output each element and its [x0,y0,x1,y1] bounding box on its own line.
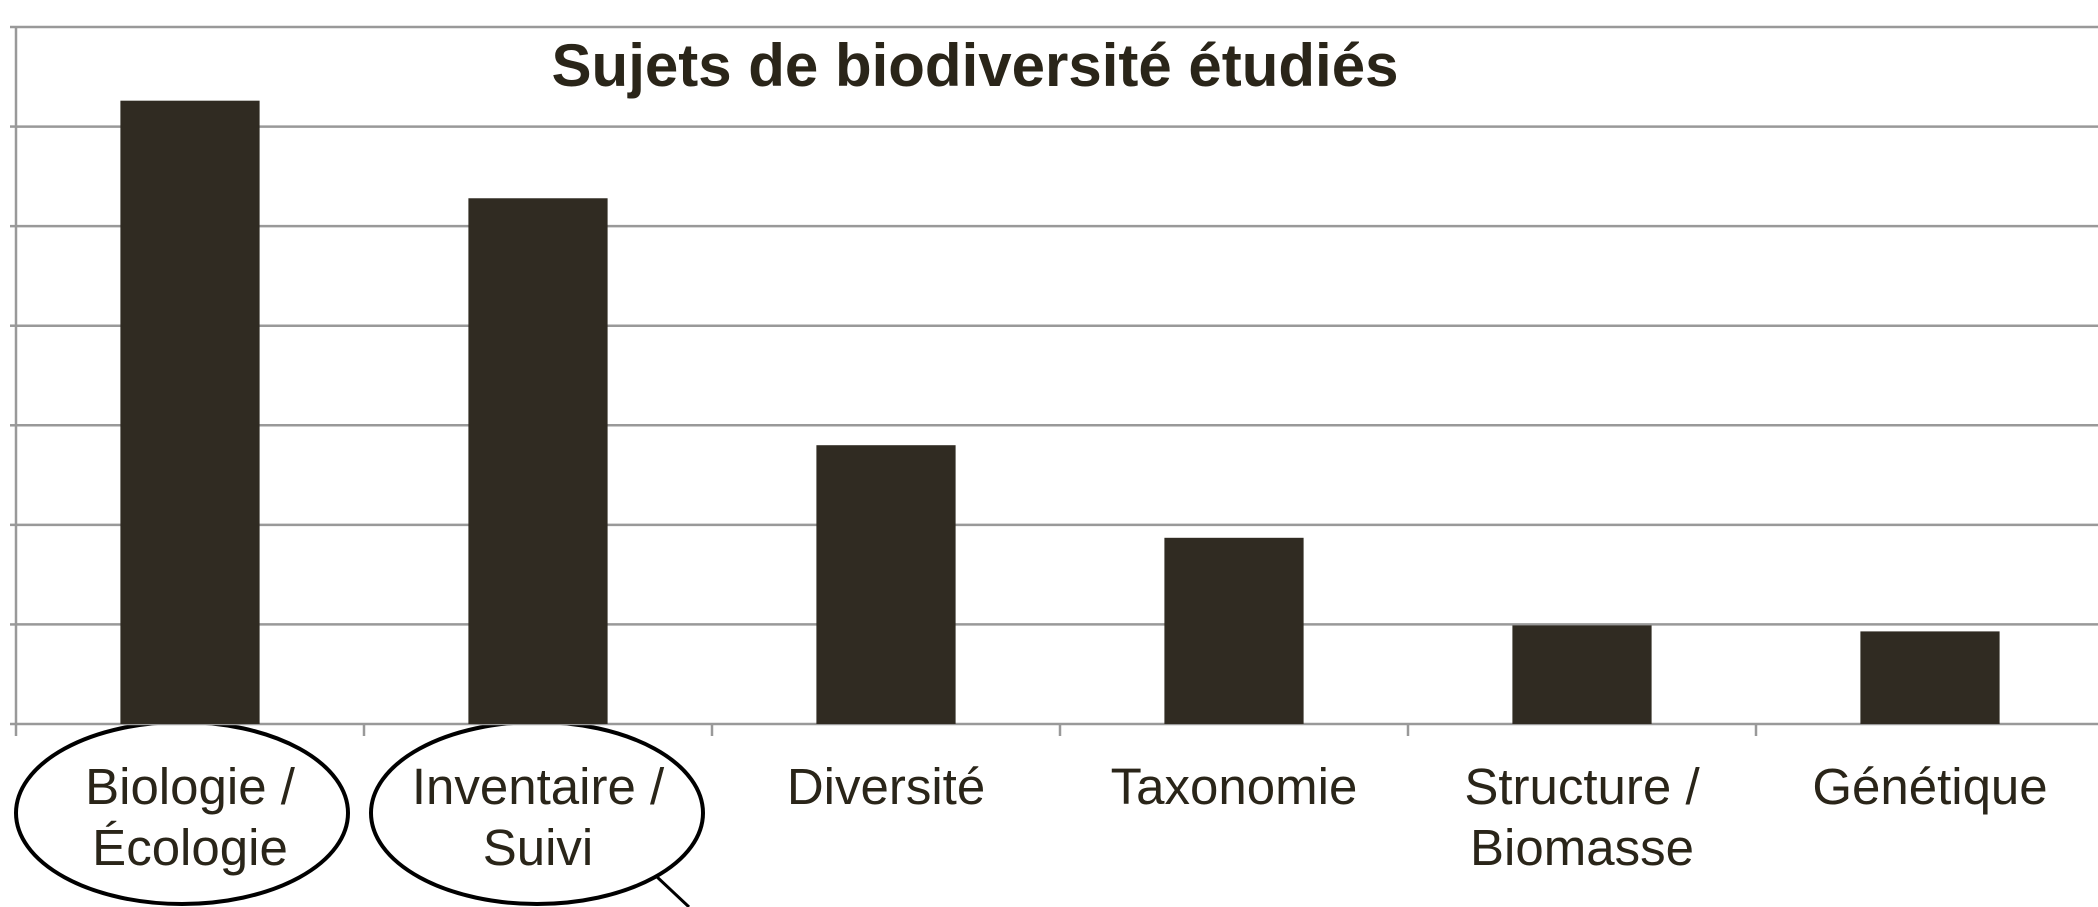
bar [468,198,608,724]
x-tick-label: Inventaire / Suivi [411,758,665,876]
x-tick-label: Structure / Biomasse [1464,758,1700,876]
chart-title: Sujets de biodiversité étudiés [552,32,1399,99]
x-tick-label: Taxonomie [1110,758,1358,815]
x-tick-label: Génétique [1812,758,2048,815]
bar [1860,631,2000,724]
bar [120,100,260,724]
callout-line [654,874,691,907]
x-tick-label: Diversité [786,758,986,815]
bar [816,445,956,724]
bar [1164,537,1304,724]
bar [1512,625,1652,724]
x-tick-label: Biologie / Écologie [85,758,295,876]
